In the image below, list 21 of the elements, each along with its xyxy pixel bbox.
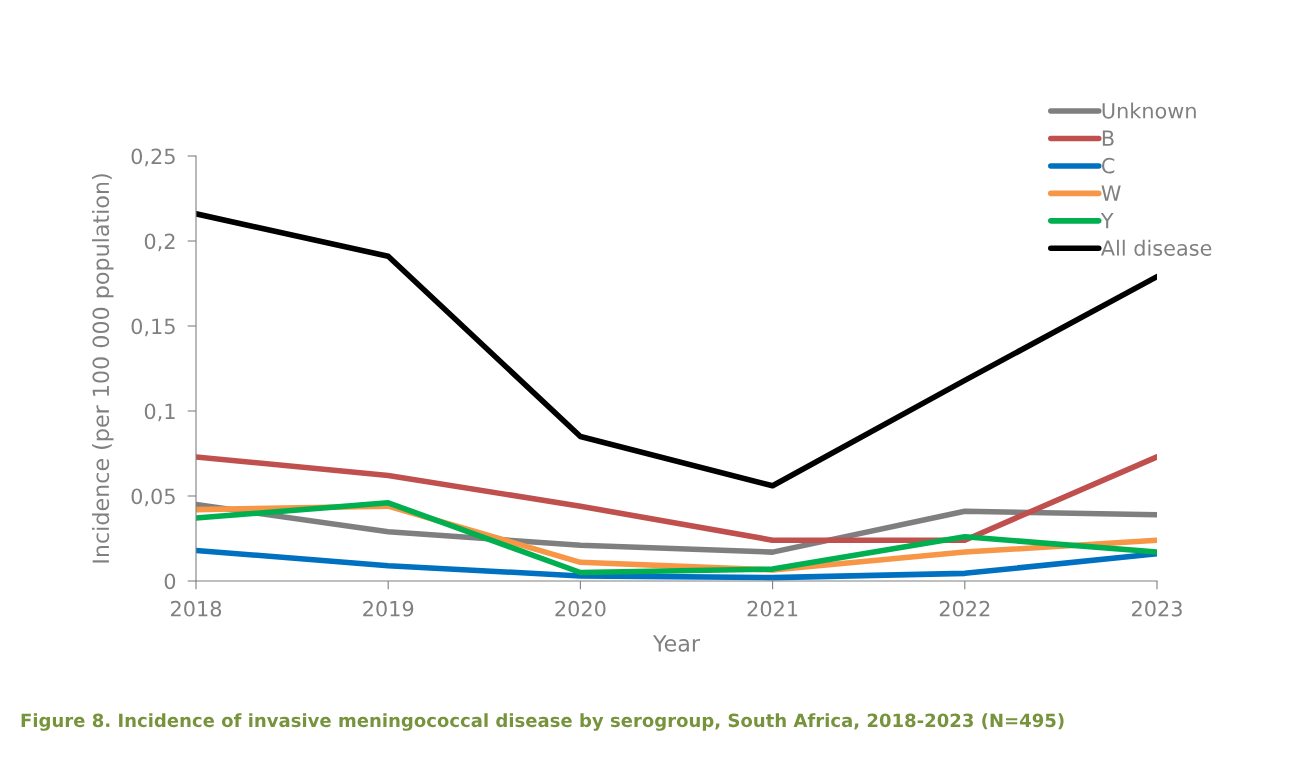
y-tick-label: 0,2: [144, 233, 175, 252]
y-tick-label: 0,15: [131, 318, 175, 337]
legend-label: B: [1102, 130, 1114, 146]
x-tick-label: 2020: [555, 600, 606, 617]
y-tick-label: 0: [164, 573, 176, 590]
caption: Figure 8. Incidence of invasive meningococcal disease by serogroup, South Africa, 2018-2023 (N=495): [21, 713, 1064, 731]
x-tick-label: 2023: [1132, 600, 1182, 617]
legend-label: C: [1101, 157, 1115, 174]
y-tick-label: 0,25: [131, 148, 175, 167]
y-tick-label: 0,05: [131, 488, 175, 507]
legend-label: All disease: [1100, 239, 1212, 256]
x-axis-title: Year: [652, 635, 701, 652]
y-tick-label: 0,1: [144, 403, 175, 422]
legend-label: Y: [1100, 212, 1114, 229]
x-tick-label: 2018: [171, 600, 222, 617]
x-tick-label: 2019: [363, 600, 414, 617]
legend-label: W: [1101, 185, 1121, 201]
y-axis-title: Incidence (per 100 000 population): [92, 174, 114, 563]
x-tick-label: 2021: [747, 600, 798, 617]
legend-label: Unknown: [1102, 102, 1196, 119]
x-tick-label: 2022: [939, 600, 990, 617]
